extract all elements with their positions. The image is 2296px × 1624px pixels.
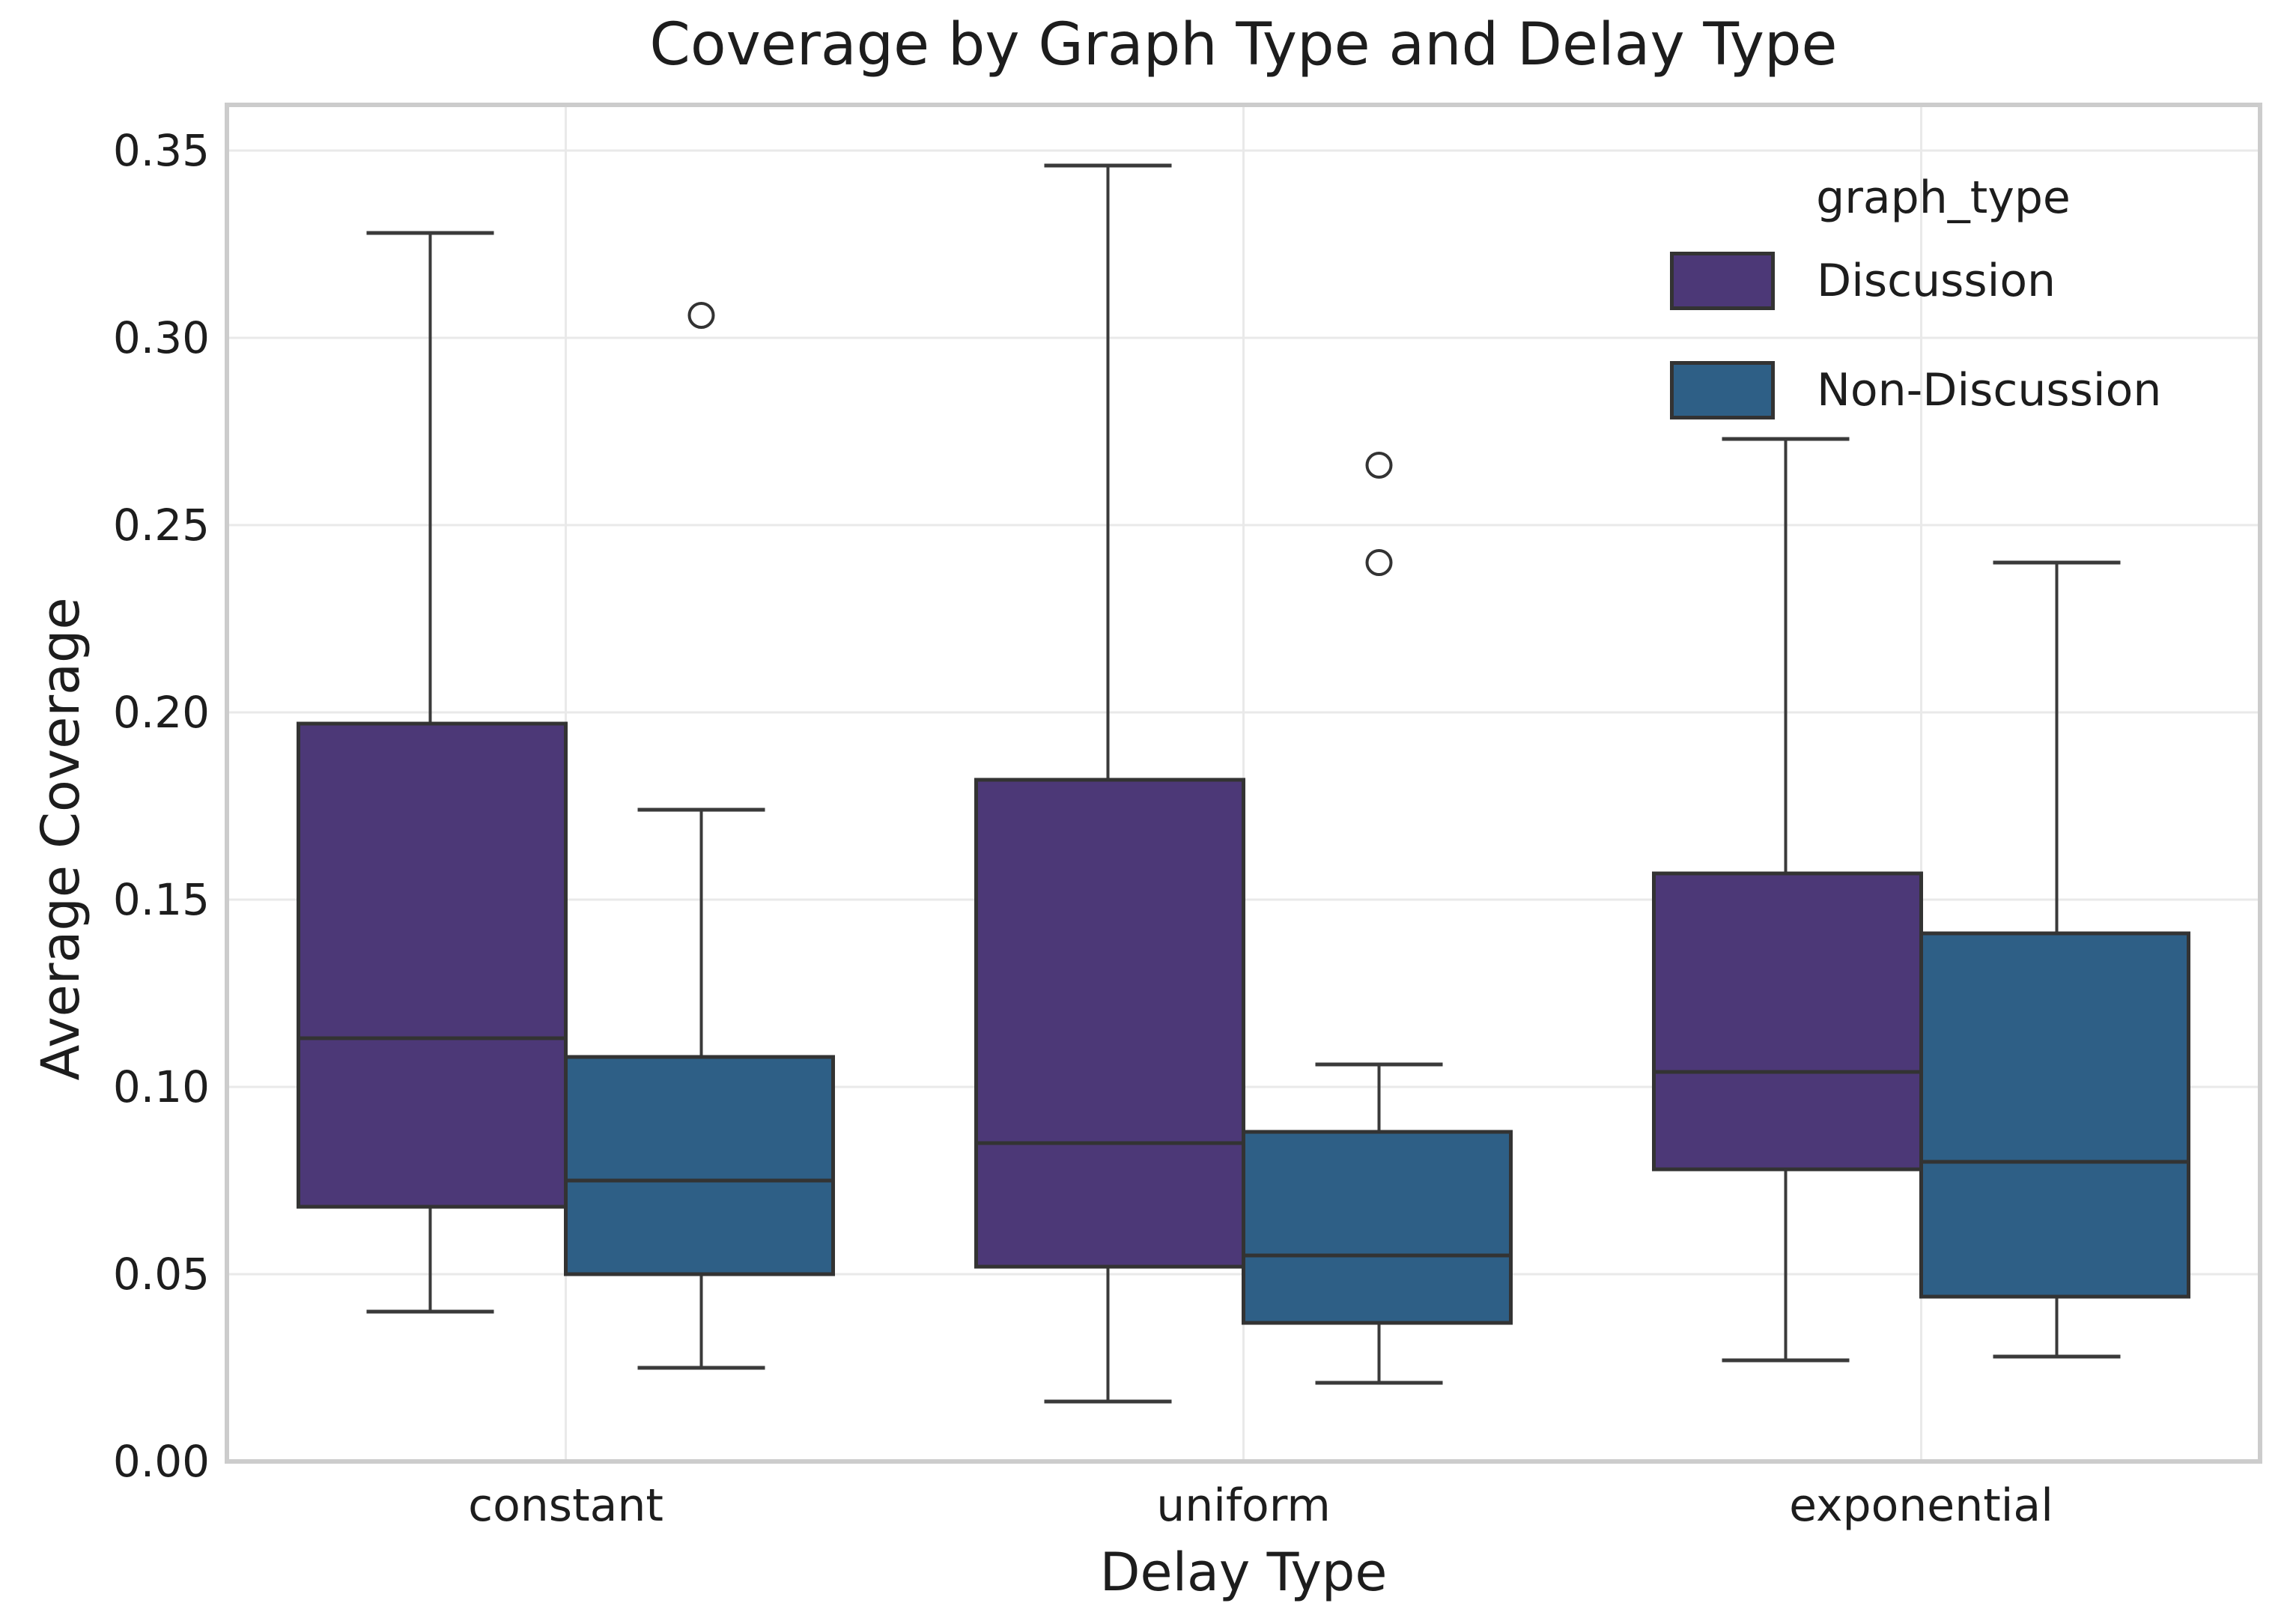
y-tick-label: 0.10 xyxy=(112,1061,210,1112)
legend-entry-discussion: Discussion xyxy=(1670,247,2217,315)
y-tick-label: 0.00 xyxy=(112,1436,210,1487)
box-discussion-exponential xyxy=(1652,871,1923,1172)
outlier-point-non-discussion-uniform xyxy=(1365,452,1393,479)
discussion-swatch-icon xyxy=(1670,252,1775,310)
legend-entry-non-discussion: Non-Discussion xyxy=(1670,357,2217,424)
x-tick-label-uniform: uniform xyxy=(1156,1479,1331,1532)
y-tick-label: 0.35 xyxy=(112,125,210,176)
x-tick-label-exponential: exponential xyxy=(1789,1479,2053,1532)
legend: graph_type Discussion Non-Discussion xyxy=(1670,171,2217,466)
box-non-discussion-uniform xyxy=(1242,1130,1513,1325)
x-tick-label-constant: constant xyxy=(468,1479,663,1532)
legend-label-discussion: Discussion xyxy=(1817,255,2056,307)
y-tick-label: 0.20 xyxy=(112,687,210,738)
y-tick-label: 0.30 xyxy=(112,312,210,363)
box-non-discussion-exponential xyxy=(1919,931,2190,1299)
y-tick-label: 0.25 xyxy=(112,500,210,551)
plot-border xyxy=(225,103,2262,1464)
x-axis-label: Delay Type xyxy=(1099,1542,1388,1603)
y-tick-label: 0.15 xyxy=(112,874,210,925)
box-non-discussion-constant xyxy=(564,1055,835,1276)
legend-title: graph_type xyxy=(1816,172,2071,224)
non-discussion-swatch-icon xyxy=(1670,361,1775,419)
legend-label-non-discussion: Non-Discussion xyxy=(1817,364,2162,416)
y-tick-label: 0.05 xyxy=(112,1249,210,1300)
box-discussion-uniform xyxy=(974,778,1245,1269)
outlier-point-non-discussion-constant xyxy=(687,302,715,329)
outlier-point-non-discussion-uniform xyxy=(1365,549,1393,576)
chart-title: Coverage by Graph Type and Delay Type xyxy=(649,11,1838,79)
box-discussion-constant xyxy=(297,721,568,1209)
